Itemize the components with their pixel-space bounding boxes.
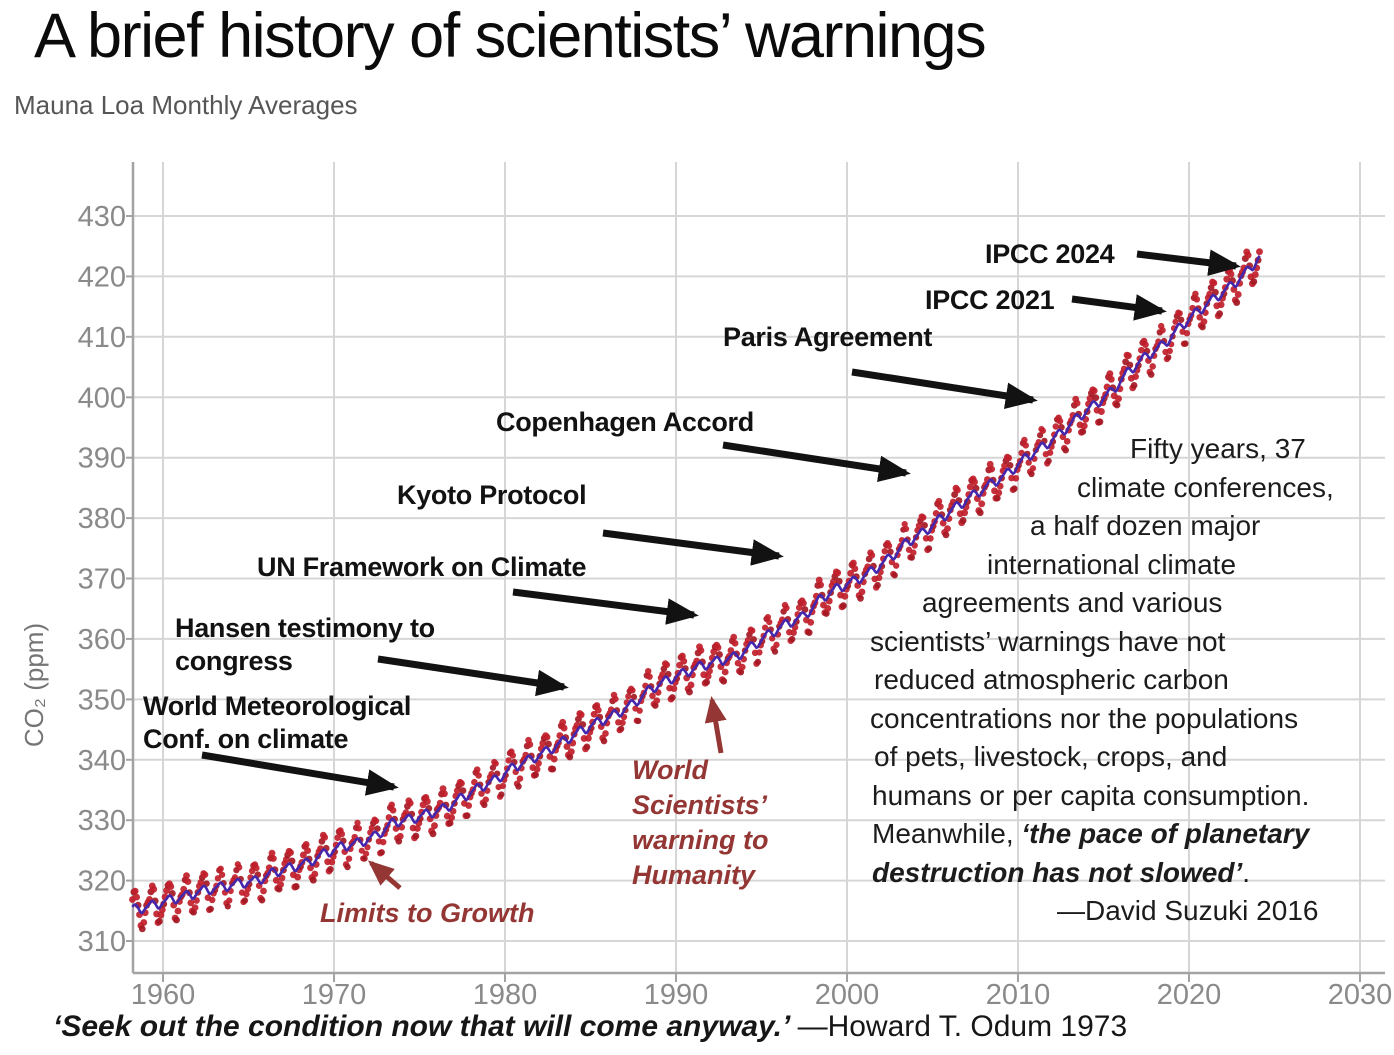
world-scientists-warning-label: World Scientists’ warning to Humanity xyxy=(632,755,769,890)
y-tick-420: 420 xyxy=(78,261,126,293)
odum-quote-attribution: —Howard T. Odum 1973 xyxy=(797,1010,1128,1043)
suzuki-quote-line-2: climate conferences, xyxy=(1077,471,1334,503)
hansen-testimony-label: Hansen testimony to congress xyxy=(175,613,435,676)
world-meteorological-conf-arrow xyxy=(201,751,399,796)
odum-quote-text: ‘Seek out the condition now that will co… xyxy=(53,1010,798,1043)
y-tick-360: 360 xyxy=(78,624,126,656)
suzuki-quote-line-7: reduced atmospheric carbon xyxy=(874,664,1229,695)
copenhagen-accord-arrow xyxy=(722,441,911,483)
x-tick-1960: 1960 xyxy=(131,979,196,1011)
kyoto-protocol-label: Kyoto Protocol xyxy=(397,480,587,510)
suzuki-quote-line-5: agreements and various xyxy=(922,587,1223,618)
limits-to-growth-arrow xyxy=(367,860,402,890)
y-tick-340: 340 xyxy=(78,745,126,777)
suzuki-quote-line-11: Meanwhile, ‘the pace of planetary xyxy=(872,818,1310,849)
y-tick-330: 330 xyxy=(78,805,126,837)
suzuki-quote-line-10: humans or per capita consumption. xyxy=(872,779,1310,811)
suzuki-quote-line-4: international climate xyxy=(987,548,1237,580)
un-framework-on-climate-arrow xyxy=(512,588,699,625)
ipcc-2024-label: IPCC 2024 xyxy=(985,239,1115,269)
x-tick-labels: 1960 1970 1980 1990 2000 2010 2020 2030 xyxy=(131,979,1393,1011)
suzuki-quote-block: Fifty years, 37 climate conferences, a hal… xyxy=(870,430,1334,931)
axes xyxy=(126,162,1385,982)
y-tick-430: 430 xyxy=(78,201,126,233)
y-tick-380: 380 xyxy=(78,503,126,535)
grid xyxy=(133,162,1385,973)
suzuki-quote-line-8: concentrations nor the populations xyxy=(870,702,1299,734)
x-tick-2000: 2000 xyxy=(815,979,880,1011)
kyoto-protocol-arrow xyxy=(602,529,784,566)
suzuki-quote-line-1: Fifty years, 37 xyxy=(1130,433,1306,464)
hansen-testimony-arrow xyxy=(377,655,569,697)
limits-to-growth-label: Limits to Growth xyxy=(320,898,535,928)
suzuki-quote-line-13: —David Suzuki 2016 xyxy=(1057,895,1319,926)
y-tick-400: 400 xyxy=(78,382,126,414)
y-tick-320: 320 xyxy=(78,866,126,898)
ipcc-2024-arrow xyxy=(1136,249,1241,276)
y-tick-labels: 310 320 330 340 350 360 370 380 390 400 410 420 430 xyxy=(78,201,126,958)
copenhagen-accord-label: Copenhagen Accord xyxy=(496,407,754,437)
x-tick-2010: 2010 xyxy=(986,979,1051,1011)
ipcc-2021-arrow xyxy=(1071,294,1167,321)
y-tick-310: 310 xyxy=(78,926,126,958)
x-tick-2030: 2030 xyxy=(1328,979,1393,1011)
x-tick-2020: 2020 xyxy=(1157,979,1222,1011)
co2-trend-line xyxy=(131,255,1261,915)
suzuki-quote-line-9: of pets, livestock, crops, and xyxy=(874,741,1228,772)
suzuki-quote-line-3: a half dozen major xyxy=(1030,510,1261,541)
world-scientists-warning-arrow xyxy=(704,696,727,754)
ipcc-2021-label: IPCC 2021 xyxy=(925,285,1055,315)
chart-subtitle: Mauna Loa Monthly Averages xyxy=(14,90,358,120)
suzuki-quote-line-6: scientists’ warnings have not xyxy=(870,625,1226,657)
y-tick-390: 390 xyxy=(78,443,126,475)
world-meteorological-conf-label: World Meteorological Conf. on climate xyxy=(143,691,412,754)
x-tick-1990: 1990 xyxy=(644,979,709,1011)
annotation-arrows xyxy=(201,249,1241,890)
paris-agreement-label: Paris Agreement xyxy=(723,322,933,352)
y-tick-350: 350 xyxy=(78,684,126,716)
paris-agreement-arrow xyxy=(851,368,1038,409)
page-title: A brief history of scientists’ warnings xyxy=(34,1,987,71)
y-tick-370: 370 xyxy=(78,564,126,596)
odum-quote: ‘Seek out the condition now that will co… xyxy=(53,1010,1127,1044)
suzuki-quote-line-12: destruction has not slowed’. xyxy=(872,856,1251,888)
y-tick-410: 410 xyxy=(78,322,126,354)
x-tick-1980: 1980 xyxy=(473,979,538,1011)
un-framework-on-climate-label: UN Framework on Climate xyxy=(257,552,587,582)
x-tick-1970: 1970 xyxy=(302,979,367,1011)
